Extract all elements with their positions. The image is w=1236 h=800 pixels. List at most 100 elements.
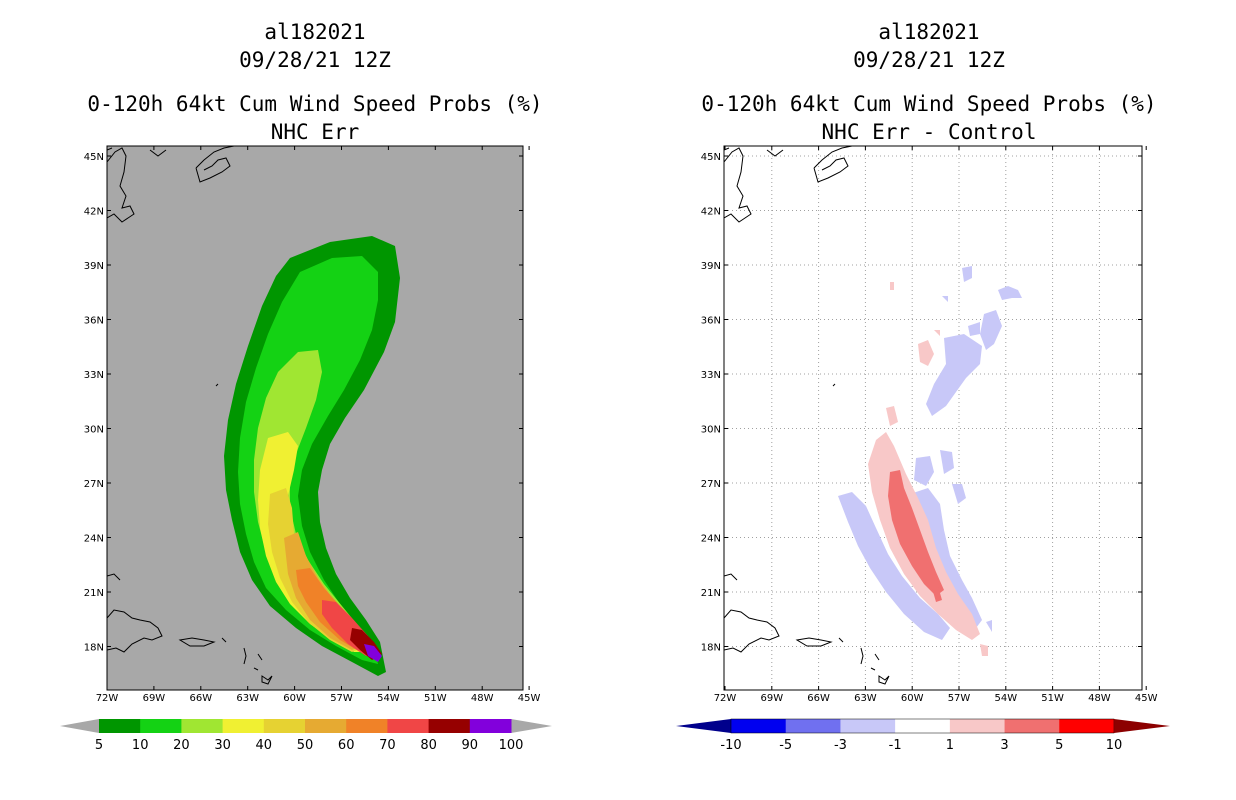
left-colorbar-swatch (387, 719, 430, 733)
right-title-storm-id: al182021 (878, 20, 980, 44)
left-coastlines (107, 146, 273, 685)
left-colorbar-label: 100 (499, 738, 524, 753)
left-lat-ticks (107, 155, 523, 647)
right-title-subtitle: NHC Err - Control (821, 120, 1037, 144)
left-lat-label: 24N (84, 534, 104, 545)
left-colorbar-swatch (181, 719, 224, 733)
left-lon-label: 57W (330, 693, 353, 704)
left-colorbar-swatch (428, 719, 471, 733)
left-lon-label: 63W (236, 693, 259, 704)
left-map-frame (106, 145, 524, 691)
right-lat-label: 21N (701, 588, 721, 599)
left-colorbar-label: 70 (379, 738, 396, 753)
right-colorbar-swatch (895, 719, 951, 733)
left-lon-label: 54W (377, 693, 400, 704)
right-colorbar-label: -3 (834, 738, 847, 753)
left-lon-label: 69W (143, 693, 166, 704)
right-lat-label: 33N (701, 370, 721, 381)
right-colorbar-label: -10 (720, 738, 741, 753)
left-lat-label: 36N (84, 316, 104, 327)
left-colorbar-label: 20 (173, 738, 190, 753)
right-colorbar-high-arrow (1114, 719, 1170, 733)
left-colorbar-label: 90 (462, 738, 479, 753)
left-lon-label: 45W (518, 693, 541, 704)
right-colorbar-label: -5 (779, 738, 792, 753)
left-title-date: 09/28/21 12Z (239, 48, 391, 72)
left-lon-label: 72W (96, 693, 119, 704)
left-title-subtitle: NHC Err (270, 120, 360, 144)
right-lat-label: 42N (701, 207, 721, 218)
right-lat-label: 30N (701, 425, 721, 436)
right-lon-label: 60W (901, 693, 924, 704)
left-colorbar-swatch (222, 719, 265, 733)
right-lon-label: 66W (807, 693, 830, 704)
left-colorbar-high-arrow (511, 719, 552, 733)
right-lat-label: 27N (701, 479, 721, 490)
left-lat-label: 45N (84, 152, 104, 163)
left-colorbar-label: 5 (95, 738, 103, 753)
right-colorbar-label: 1 (946, 738, 954, 753)
right-colorbar-label: 5 (1055, 738, 1063, 753)
left-lat-label: 27N (84, 479, 104, 490)
right-map: 45N 42N 39N 36N 33N 30N 27N 24N 21N 18N 72W 69W 66W… (701, 145, 1158, 704)
right-lon-label: 63W (854, 693, 877, 704)
left-colorbar-label: 80 (420, 738, 437, 753)
prob-band-30 (258, 432, 368, 652)
left-lat-label: 39N (84, 261, 104, 272)
left-lat-label: 42N (84, 207, 104, 218)
right-colorbar-swatch (840, 719, 896, 733)
right-lat-label: 45N (701, 152, 721, 163)
right-map-frame (723, 145, 1143, 691)
left-lat-label: 30N (84, 425, 104, 436)
right-lat-label: 24N (701, 534, 721, 545)
right-gridlines (724, 146, 1142, 690)
left-colorbar-low-arrow (60, 719, 99, 733)
right-lat-label: 39N (701, 261, 721, 272)
right-lon-label: 57W (948, 693, 971, 704)
left-colorbar-label: 50 (297, 738, 314, 753)
left-title-product: 0-120h 64kt Cum Wind Speed Probs (%) (87, 92, 543, 116)
right-lat-label: 18N (701, 643, 721, 654)
left-lat-label: 21N (84, 588, 104, 599)
left-colorbar-swatch (99, 719, 141, 733)
right-lon-label: 48W (1088, 693, 1111, 704)
left-lon-label: 48W (471, 693, 494, 704)
right-title-product: 0-120h 64kt Cum Wind Speed Probs (%) (701, 92, 1157, 116)
right-colorbar-swatch (1004, 719, 1060, 733)
right-colorbar-swatch (785, 719, 841, 733)
right-colorbar-swatch (949, 719, 1006, 733)
left-lat-label: 33N (84, 370, 104, 381)
left-colorbar-swatch (346, 719, 388, 733)
right-colorbar-swatch (731, 719, 787, 733)
left-colorbar-swatch (263, 719, 306, 733)
right-lon-label: 69W (760, 693, 783, 704)
right-lon-label: 45W (1135, 693, 1158, 704)
left-title-storm-id: al182021 (264, 20, 366, 44)
right-lon-label: 51W (1041, 693, 1064, 704)
right-colorbar-label: 3 (1000, 738, 1008, 753)
left-lon-label: 51W (424, 693, 447, 704)
right-colorbar-swatch (1059, 719, 1115, 733)
right-lat-ticks (724, 155, 1142, 647)
left-lon-ticks (106, 146, 530, 690)
right-lon-label: 54W (994, 693, 1017, 704)
right-colorbar-label: 10 (1106, 738, 1123, 753)
left-colorbar-label: 40 (256, 738, 273, 753)
prob-band-40 (268, 488, 366, 652)
right-lon-ticks (724, 146, 1147, 690)
prob-band-90 (364, 644, 382, 662)
left-colorbar: 5 10 20 30 40 50 60 70 80 90 100 (60, 719, 552, 753)
left-colorbar-label: 30 (214, 738, 231, 753)
left-map: 45N 42N 39N 36N 33N 30N 27N 24N 21N 18N 72W 69W 66W… (84, 145, 541, 704)
right-positive-areas (868, 282, 988, 656)
left-colorbar-label: 60 (338, 738, 355, 753)
left-lon-label: 60W (283, 693, 306, 704)
left-colorbar-swatch (305, 719, 347, 733)
left-lat-label: 18N (84, 643, 104, 654)
left-lon-label: 66W (189, 693, 212, 704)
right-coastlines (724, 146, 890, 685)
left-colorbar-swatch (140, 719, 182, 733)
right-colorbar-label: -1 (889, 738, 902, 753)
right-colorbar-low-arrow (676, 719, 731, 733)
right-title-date: 09/28/21 12Z (853, 48, 1005, 72)
